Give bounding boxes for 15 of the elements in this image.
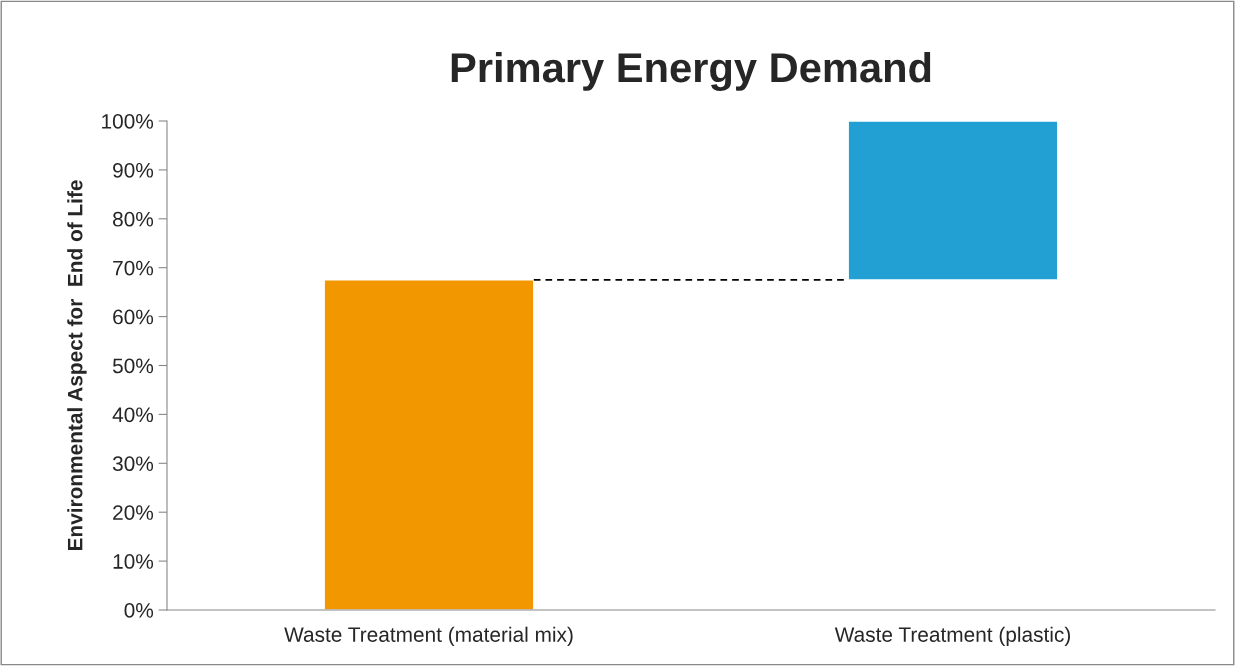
y-axis-title: Environmental Aspect for End of Life (67, 180, 87, 551)
y-tick-label: 100% (102, 114, 154, 129)
y-tick-label: 90% (113, 162, 154, 178)
x-tick-label: Waste Treatment (plastic) (834, 626, 1070, 647)
y-tick-label: 30% (112, 456, 154, 472)
y-tick-label: 40% (112, 407, 154, 423)
y-tick-label: 0% (124, 603, 154, 618)
chart-title: Primary Energy Demand (451, 51, 931, 91)
y-tick-label: 10% (113, 554, 154, 569)
y-tick-label: 80% (113, 211, 154, 227)
y-tick-label: 20% (113, 505, 154, 520)
y-tick-label: 60% (113, 309, 154, 325)
x-tick-label: Waste Treatment (material mix) (284, 626, 573, 647)
y-tick-label: 70% (113, 260, 154, 276)
y-tick-label: 50% (112, 358, 154, 374)
